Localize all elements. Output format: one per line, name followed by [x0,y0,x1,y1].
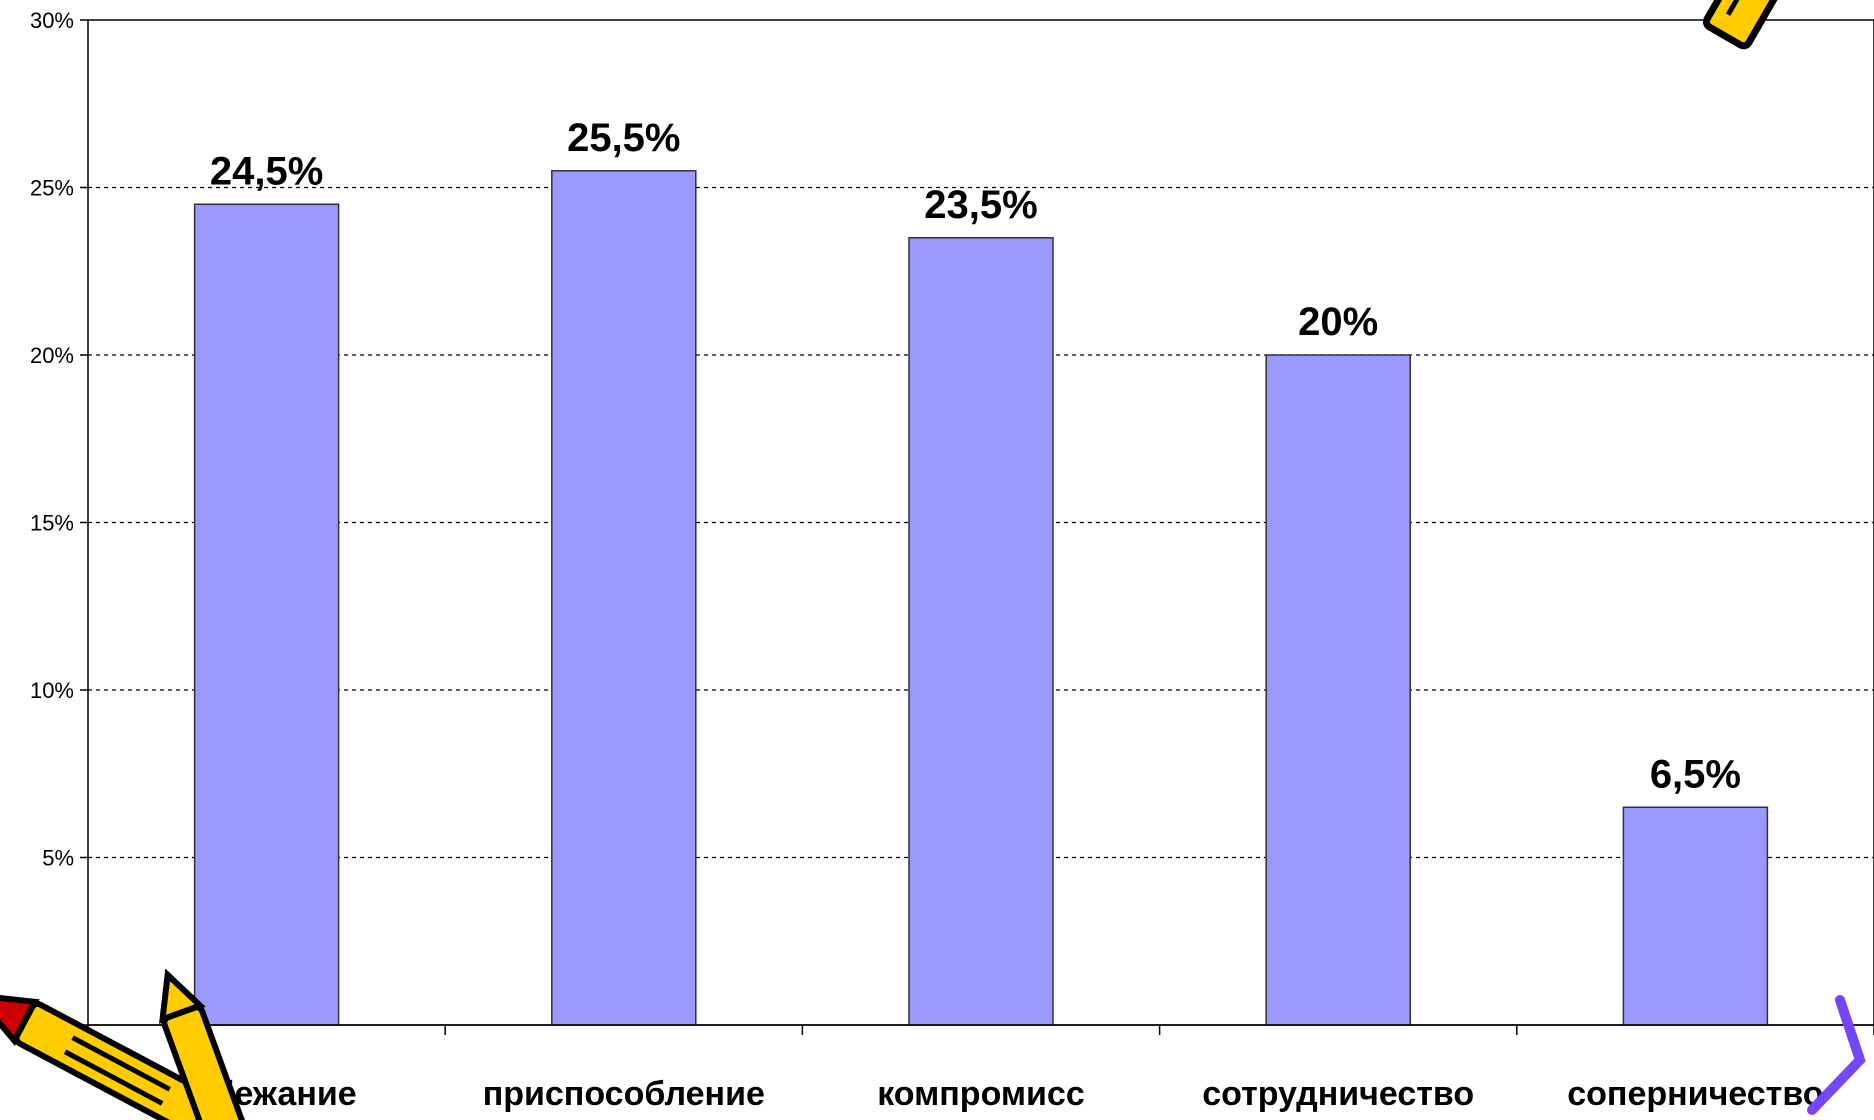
category-label: сотрудничество [1202,1075,1474,1113]
grid-lines [88,186,1874,859]
data-label: 24,5% [210,149,323,193]
pencil-left-2-icon [158,968,250,1120]
pencil-top-right-icon [1702,0,1803,50]
data-labels: 24,5% 25,5% 23,5% 20% 6,5% [210,116,1741,797]
data-label: 6,5% [1650,752,1741,796]
bar [1265,354,1411,1026]
y-tick-label: 5% [42,846,74,871]
category-label: компромисс [877,1075,1085,1113]
category-label: приспособление [483,1075,765,1113]
data-label: 23,5% [924,183,1037,227]
y-tick-label: 15% [30,511,74,536]
y-tick-label: 20% [30,343,74,368]
data-label: 25,5% [567,116,680,160]
bars [193,170,1769,1026]
category-label: соперничество [1567,1075,1823,1113]
bar [908,237,1054,1026]
y-tick-label: 10% [30,678,74,703]
y-axis: 0%5%10%15%20%25%30% [30,8,88,1038]
x-axis: избежание приспособление компромисс сотрудн… [87,1024,1874,1113]
pencil-bottom-right-icon [1807,995,1866,1115]
data-label: 20% [1298,300,1378,344]
y-tick-label: 25% [30,176,74,201]
bar [1622,806,1769,1026]
bar [551,170,697,1026]
y-tick-label: 30% [30,8,74,33]
bar [193,203,340,1026]
